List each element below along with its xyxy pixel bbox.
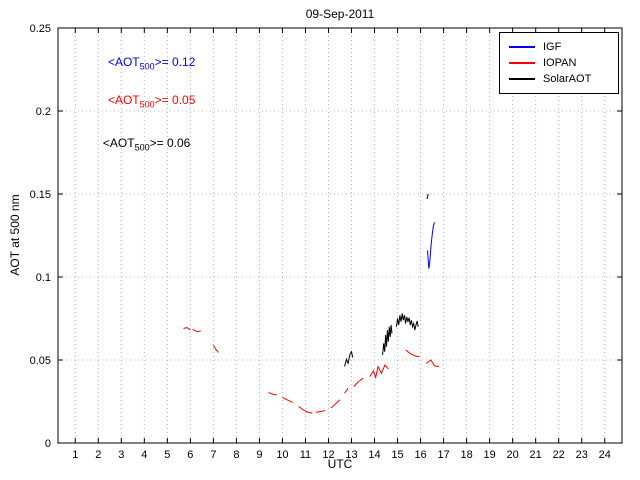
svg-text:0.2: 0.2	[36, 106, 51, 118]
annotation-text: >= 0.06	[149, 136, 191, 151]
svg-text:9: 9	[256, 449, 262, 461]
annotation-text: <AOT	[102, 136, 135, 151]
svg-text:16: 16	[414, 449, 426, 461]
svg-text:17: 17	[437, 449, 449, 461]
legend-label: SolarAOT	[543, 73, 592, 85]
svg-text:0.1: 0.1	[36, 272, 51, 284]
tick-marks	[58, 27, 622, 444]
svg-text:14: 14	[368, 449, 380, 461]
y-axis-label: AOT at 500 nm	[8, 194, 22, 276]
svg-text:21: 21	[530, 449, 542, 461]
svg-text:12: 12	[322, 449, 334, 461]
legend: IGF IOPAN SolarAOT	[499, 32, 619, 94]
annotation-solaraot-mean: <AOT500>= 0.06	[103, 136, 190, 152]
tick-labels: 1 2 3 4 5 6 7 8 9 10 11 12 13 14 15 16 17 18 19 20 21 22 23 240…	[30, 23, 611, 461]
svg-text:0: 0	[45, 438, 51, 450]
legend-line-sample	[509, 78, 535, 80]
annotation-subscript: 500	[139, 99, 155, 110]
legend-item-igf: IGF	[509, 39, 618, 55]
svg-text:15: 15	[391, 449, 403, 461]
legend-item-iopan: IOPAN	[509, 55, 618, 71]
annotation-igf-mean: <AOT500>= 0.12	[108, 55, 195, 71]
axes-box	[57, 27, 623, 444]
svg-text:10: 10	[276, 449, 288, 461]
annotation-text: >= 0.05	[154, 93, 196, 108]
legend-line-sample	[509, 62, 535, 64]
svg-text:8: 8	[233, 449, 239, 461]
series-SolarAOT	[344, 193, 429, 367]
svg-text:6: 6	[187, 449, 193, 461]
svg-text:18: 18	[460, 449, 472, 461]
annotation-text: <AOT	[107, 54, 140, 69]
legend-label: IGF	[543, 41, 562, 53]
annotation-subscript: 500	[139, 61, 155, 72]
svg-text:7: 7	[210, 449, 216, 461]
svg-text:24: 24	[599, 449, 611, 461]
svg-text:0.15: 0.15	[30, 189, 51, 201]
svg-text:1: 1	[72, 449, 78, 461]
annotation-iopan-mean: <AOT500>= 0.05	[108, 93, 195, 109]
x-axis-label: UTC	[327, 457, 353, 471]
chart-title: 09-Sep-2011	[305, 7, 375, 21]
series-IGF	[427, 222, 435, 269]
svg-text:20: 20	[507, 449, 519, 461]
series-IOPAN	[183, 327, 440, 414]
annotation-subscript: 500	[134, 142, 150, 153]
svg-text:13: 13	[345, 449, 357, 461]
svg-text:3: 3	[118, 449, 124, 461]
legend-item-solaraot: SolarAOT	[509, 71, 618, 87]
legend-label: IOPAN	[543, 57, 577, 69]
svg-text:0.05: 0.05	[30, 355, 51, 367]
annotation-text: >= 0.12	[154, 54, 196, 69]
svg-text:2: 2	[95, 449, 101, 461]
svg-text:11: 11	[300, 449, 311, 461]
legend-line-sample	[509, 46, 535, 48]
svg-text:5: 5	[164, 449, 170, 461]
svg-text:22: 22	[553, 449, 565, 461]
svg-text:23: 23	[576, 449, 588, 461]
svg-text:4: 4	[141, 449, 147, 461]
svg-text:0.25: 0.25	[30, 23, 51, 35]
annotation-text: <AOT	[107, 93, 140, 108]
svg-text:19: 19	[484, 449, 496, 461]
